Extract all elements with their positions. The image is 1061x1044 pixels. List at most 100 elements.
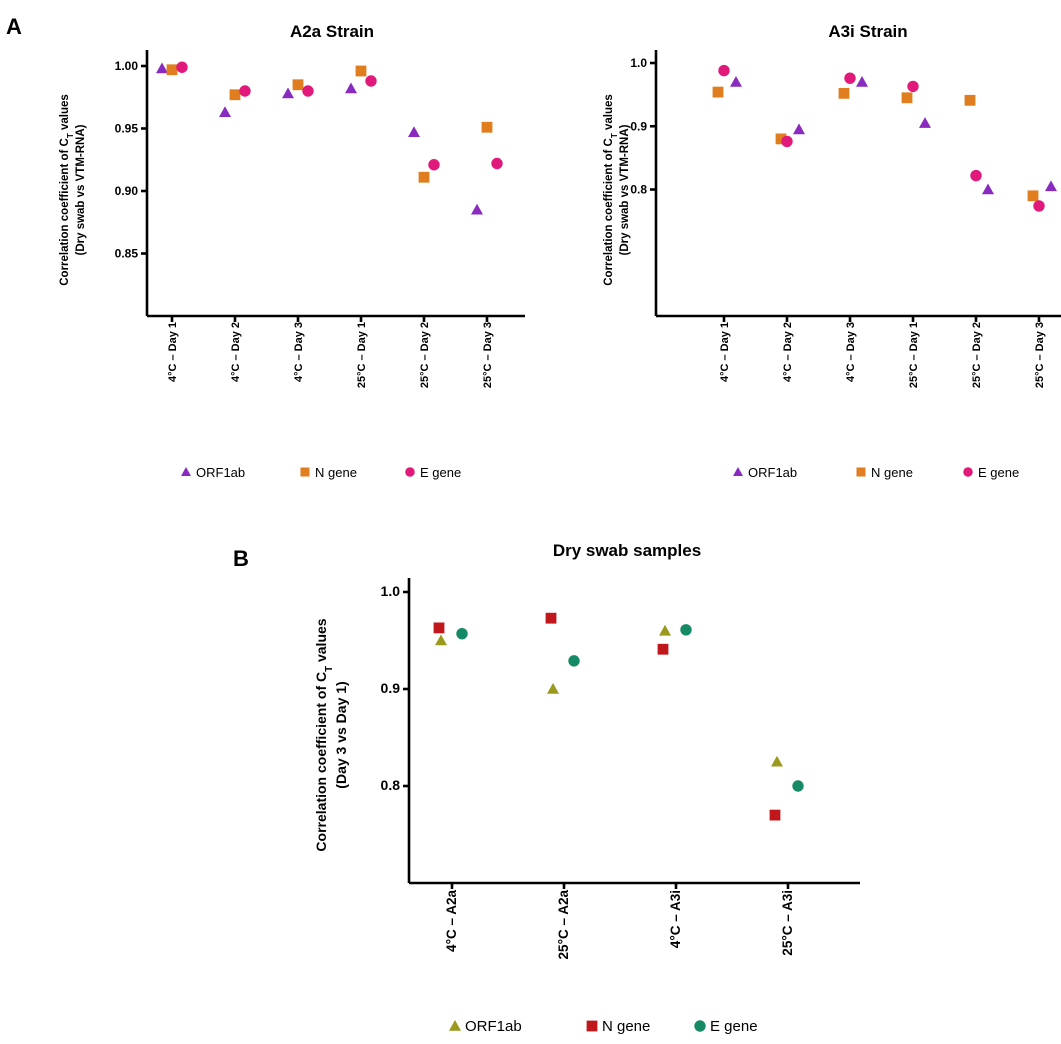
point-n-gene [657,643,669,655]
point-e-gene [176,61,188,73]
y-axis-label: Correlation coefficient of CT values [59,94,75,286]
chart-a2a-strain: A2a Strain Correlation coefficient of CT … [59,22,525,480]
point-n-gene [1027,190,1039,202]
x-tick-label-25-c-day-3: 25°C – Day 3 [482,322,494,388]
y-tick-label: 0.9 [630,119,647,133]
point-e-gene [1033,200,1045,212]
y-tick-label: 0.90 [115,184,139,198]
point-n-gene [229,89,241,101]
legend-label-n-gene: N gene [871,465,913,480]
legend-marker-e-gene [405,467,415,477]
legend-marker-n-gene [300,467,310,477]
point-orf1ab [547,683,559,694]
legend-marker-orf1ab [449,1020,461,1031]
point-e-gene [365,75,377,87]
point-orf1ab [982,183,994,195]
chart-title: A2a Strain [290,22,374,41]
point-e-gene [456,628,468,640]
legend-marker-orf1ab [181,467,191,476]
point-orf1ab [408,126,420,138]
legend-marker-orf1ab [733,467,743,476]
y-tick-label: 0.8 [381,777,401,793]
point-orf1ab [435,634,447,646]
x-tick-label-25-c-day-2: 25°C – Day 2 [971,322,983,388]
y-axis-label: Correlation coefficient of CT values [603,94,619,286]
point-n-gene [964,94,976,106]
y-axis-label-line2: (Dry swab vs VTM-RNA) [75,124,87,255]
x-tick-label-4-c-a2a: 4°C – A2a [444,890,459,952]
y-tick-label: 0.85 [115,247,139,261]
x-tick-label-25-c-day-1: 25°C – Day 1 [356,322,368,388]
x-tick-label-4-c-day-2: 4°C – Day 2 [782,322,794,382]
legend-label-orf1ab: ORF1ab [748,465,797,480]
point-orf1ab [282,87,294,99]
y-tick-label: 0.9 [381,680,401,696]
point-orf1ab [856,75,868,87]
point-orf1ab [771,755,783,767]
y-tick-label: 0.8 [630,183,647,197]
point-orf1ab [659,624,671,636]
legend-marker-n-gene [586,1020,598,1032]
point-e-gene [718,64,730,77]
panel-letter-b: B [233,546,249,571]
point-orf1ab [793,123,805,135]
point-n-gene [166,64,178,76]
x-tick-label-4-c-day-3: 4°C – Day 3 [293,322,305,382]
point-orf1ab [1045,180,1057,192]
point-n-gene [712,86,724,98]
x-tick-label-4-c-day-1: 4°C – Day 1 [719,322,731,382]
chart-title: A3i Strain [828,22,907,41]
point-orf1ab [471,203,483,215]
legend-label-e-gene: E gene [978,465,1019,480]
point-e-gene [491,157,503,170]
point-n-gene [355,65,367,77]
legend-label-orf1ab: ORF1ab [196,465,245,480]
x-tick-label-4-c-day-2: 4°C – Day 2 [230,322,242,382]
point-e-gene [907,80,919,93]
x-tick-label-4-c-day-3: 4°C – Day 3 [845,322,857,382]
point-orf1ab [730,75,742,87]
y-axis-label: Correlation coefficient of CT values [313,618,335,851]
point-n-gene [769,809,781,821]
point-n-gene [901,92,913,104]
chart-dry-swab-samples: Dry swab samples Correlation coefficient … [313,541,860,1035]
x-tick-label-25-c-a2a: 25°C – A2a [556,890,571,960]
point-n-gene [433,622,445,634]
x-tick-label-25-c-a3i: 25°C – A3i [780,890,795,956]
point-e-gene [792,780,804,792]
point-n-gene [775,133,787,145]
legend-label-orf1ab: ORF1ab [465,1018,522,1035]
point-n-gene [481,121,493,133]
y-axis-label-line2: (Day 3 vs Day 1) [333,681,349,788]
point-orf1ab [345,82,357,94]
point-e-gene [970,169,982,182]
legend-label-e-gene: E gene [420,465,461,480]
chart-title: Dry swab samples [553,541,701,560]
y-axis-label-line2: (Dry swab vs VTM-RNA) [619,124,631,255]
y-tick-label: 1.00 [115,59,139,73]
point-e-gene [428,159,440,171]
x-tick-label-4-c-a3i: 4°C – A3i [668,890,683,948]
point-orf1ab [156,62,168,74]
point-e-gene [568,655,580,667]
point-e-gene [680,624,692,636]
point-orf1ab [919,117,931,128]
chart-a3i-strain: A3i Strain Correlation coefficient of CT … [603,22,1061,480]
x-tick-label-25-c-day-3: 25°C – Day 3 [1034,322,1046,388]
x-tick-label-25-c-day-1: 25°C – Day 1 [908,322,920,388]
point-e-gene [302,85,314,97]
legend-label-n-gene: N gene [602,1018,650,1035]
point-n-gene [545,612,557,624]
legend-marker-n-gene [856,467,866,477]
y-tick-label: 0.95 [115,122,139,136]
panel-letter-a: A [6,14,22,39]
legend-label-n-gene: N gene [315,465,357,480]
x-tick-label-25-c-day-2: 25°C – Day 2 [419,322,431,388]
point-orf1ab [219,106,231,118]
legend-marker-e-gene [694,1020,706,1032]
point-n-gene [418,171,430,183]
legend-marker-e-gene [963,467,973,477]
point-e-gene [781,135,793,148]
x-tick-label-4-c-day-1: 4°C – Day 1 [167,322,179,382]
